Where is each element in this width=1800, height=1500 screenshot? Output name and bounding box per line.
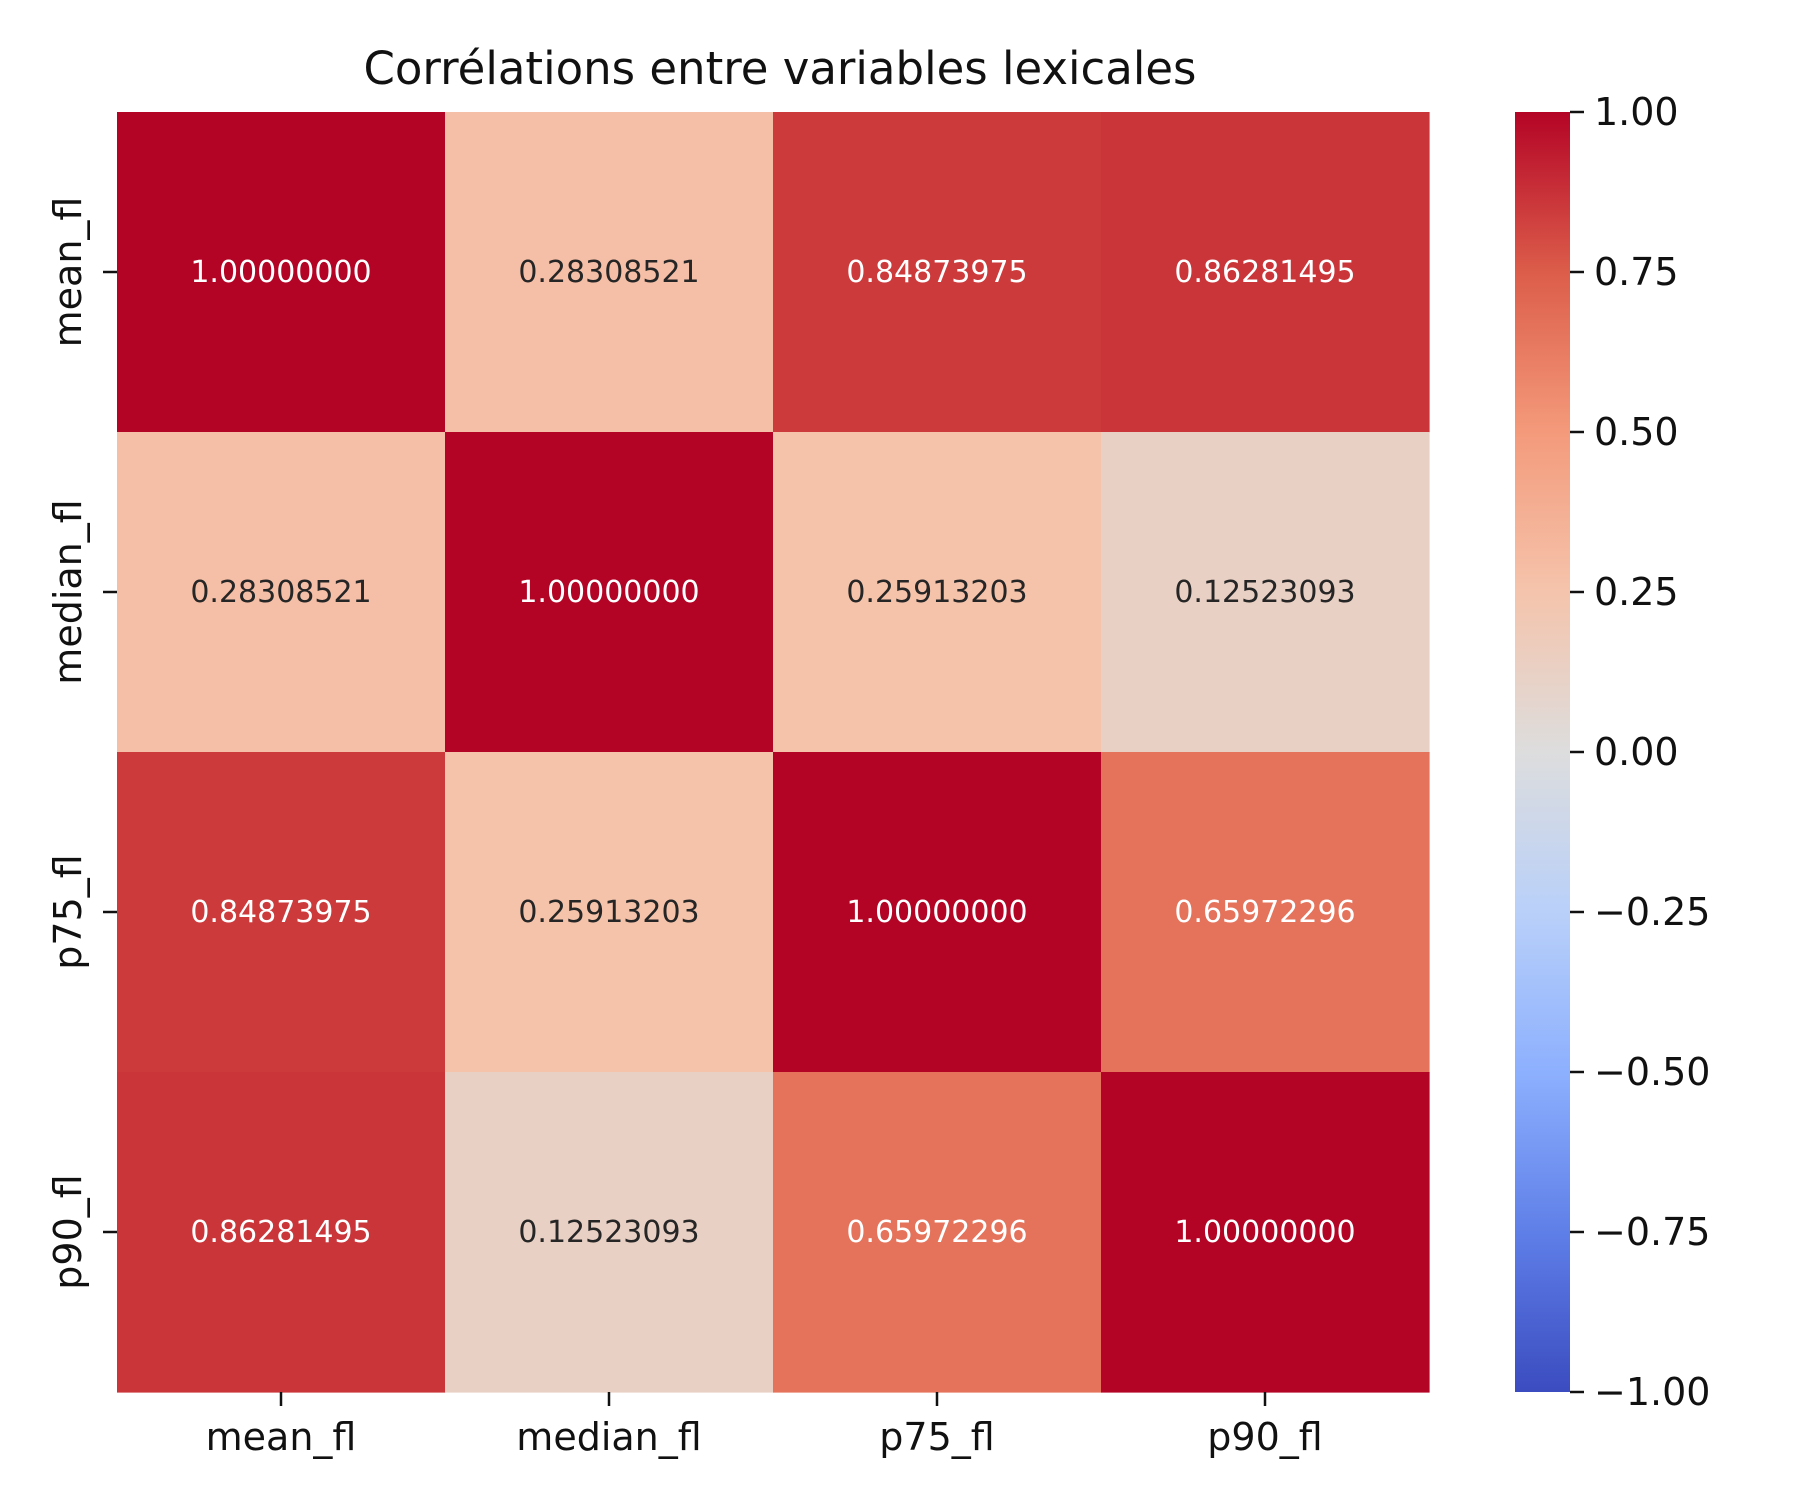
cell-value-label: 0.25913203 bbox=[846, 575, 1027, 610]
cell-value-label: 1.00000000 bbox=[518, 575, 699, 610]
cell-value-label: 0.12523093 bbox=[518, 1215, 699, 1250]
heatmap-cells bbox=[117, 112, 1430, 1393]
y-tick-label: median_fl bbox=[46, 499, 90, 684]
y-axis: mean_fl median_fl p75_fl p90_fl bbox=[46, 197, 117, 1290]
heatmap-cell bbox=[1101, 1072, 1430, 1393]
colorbar-tick-label: 0.50 bbox=[1594, 410, 1679, 454]
cell-value-label: 1.00000000 bbox=[846, 895, 1027, 930]
cell-value-label: 0.28308521 bbox=[518, 255, 699, 290]
cell-labels: 1.00000000 0.28308521 0.84873975 0.86281495… bbox=[190, 255, 1355, 1250]
heatmap-cell bbox=[1101, 112, 1430, 433]
heatmap-cell bbox=[773, 112, 1102, 433]
cell-value-label: 0.84873975 bbox=[190, 895, 371, 930]
heatmap-cell bbox=[117, 432, 446, 753]
heatmap-cell bbox=[1101, 432, 1430, 753]
colorbar-tick-label: −1.00 bbox=[1594, 1370, 1710, 1414]
cell-value-label: 0.65972296 bbox=[846, 1215, 1027, 1250]
y-tick-label: p90_fl bbox=[46, 1174, 90, 1289]
colorbar-tick-label: −0.50 bbox=[1594, 1050, 1710, 1094]
heatmap-cell bbox=[445, 432, 774, 753]
cell-value-label: 1.00000000 bbox=[1174, 1215, 1355, 1250]
cell-value-label: 0.86281495 bbox=[190, 1215, 371, 1250]
colorbar-tick-label: 1.00 bbox=[1594, 90, 1679, 134]
cell-value-label: 0.86281495 bbox=[1174, 255, 1355, 290]
x-tick-label: median_fl bbox=[516, 1415, 701, 1459]
x-tick-label: p90_fl bbox=[1207, 1415, 1322, 1459]
colorbar-gradient bbox=[1515, 112, 1570, 1392]
x-tick-label: p75_fl bbox=[879, 1415, 994, 1459]
colorbar-tick-label: −0.75 bbox=[1594, 1210, 1710, 1254]
colorbar-tick-label: 0.00 bbox=[1594, 730, 1679, 774]
y-tick-label: p75_fl bbox=[46, 854, 90, 969]
cell-value-label: 0.12523093 bbox=[1174, 575, 1355, 610]
heatmap-cell bbox=[773, 432, 1102, 753]
heatmap-cell bbox=[773, 1072, 1102, 1393]
colorbar-tick-label: 0.25 bbox=[1594, 570, 1679, 614]
heatmap-cell bbox=[445, 112, 774, 433]
cell-value-label: 0.65972296 bbox=[1174, 895, 1355, 930]
heatmap-cell bbox=[117, 752, 446, 1073]
heatmap-cell bbox=[117, 1072, 446, 1393]
colorbar-tick-label: −0.25 bbox=[1594, 890, 1710, 934]
cell-value-label: 1.00000000 bbox=[190, 255, 371, 290]
heatmap-cell bbox=[1101, 752, 1430, 1073]
y-tick-label: mean_fl bbox=[46, 197, 90, 348]
cell-value-label: 0.25913203 bbox=[518, 895, 699, 930]
heatmap-cell bbox=[445, 1072, 774, 1393]
cell-value-label: 0.84873975 bbox=[846, 255, 1027, 290]
heatmap-cell bbox=[117, 112, 446, 433]
heatmap-cell bbox=[445, 752, 774, 1073]
colorbar-tick-label: 0.75 bbox=[1594, 250, 1679, 294]
x-axis: mean_fl median_fl p75_fl p90_fl bbox=[206, 1392, 1323, 1459]
cell-value-label: 0.28308521 bbox=[190, 575, 371, 610]
heatmap-cell bbox=[773, 752, 1102, 1073]
colorbar: 1.00 0.75 0.50 0.25 0.00 −0.25 −0.50 −0.75 −1.00 bbox=[1515, 90, 1710, 1414]
chart-title: Corrélations entre variables lexicales bbox=[363, 42, 1196, 95]
x-tick-label: mean_fl bbox=[206, 1415, 357, 1459]
